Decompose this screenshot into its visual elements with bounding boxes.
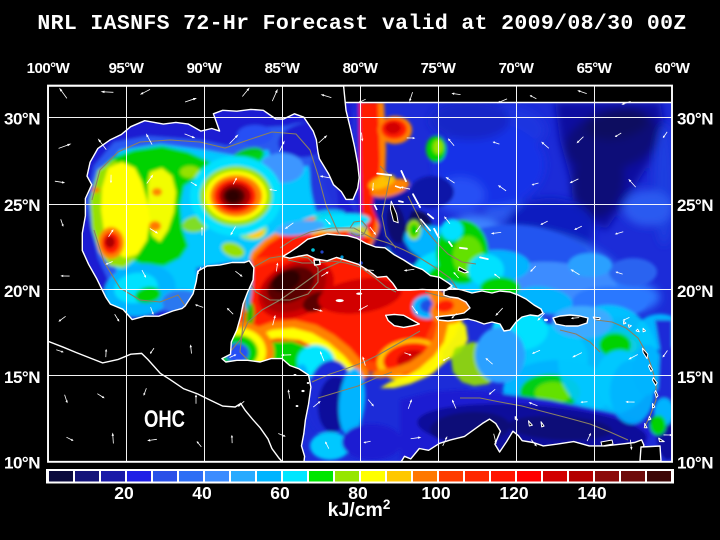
- svg-text:70°W: 70°W: [499, 60, 535, 77]
- svg-text:30°N: 30°N: [4, 110, 40, 129]
- svg-text:80°W: 80°W: [343, 60, 379, 77]
- svg-text:15°N: 15°N: [4, 368, 40, 387]
- svg-text:90°W: 90°W: [187, 60, 223, 77]
- svg-text:100°W: 100°W: [27, 60, 71, 77]
- svg-text:30°N: 30°N: [677, 110, 713, 129]
- svg-text:15°N: 15°N: [677, 368, 713, 387]
- svg-text:OHC: OHC: [144, 406, 185, 433]
- svg-text:10°N: 10°N: [4, 454, 40, 473]
- svg-text:20°N: 20°N: [677, 282, 713, 301]
- svg-text:75°W: 75°W: [421, 60, 457, 77]
- svg-text:20°N: 20°N: [4, 282, 40, 301]
- svg-text:100: 100: [421, 483, 450, 503]
- svg-text:20: 20: [114, 483, 134, 503]
- svg-text:NRL IASNFS 72-Hr Forecast val: NRL IASNFS 72-Hr Forecast valid at 2009/…: [37, 12, 686, 36]
- svg-text:95°W: 95°W: [109, 60, 145, 77]
- svg-text:65°W: 65°W: [577, 60, 613, 77]
- svg-text:25°N: 25°N: [677, 196, 713, 215]
- svg-text:40: 40: [192, 483, 212, 503]
- svg-text:25°N: 25°N: [4, 196, 40, 215]
- svg-text:140: 140: [577, 483, 606, 503]
- svg-text:kJ/cm2: kJ/cm2: [328, 497, 391, 521]
- svg-text:10°N: 10°N: [677, 454, 713, 473]
- svg-text:120: 120: [499, 483, 528, 503]
- svg-text:60: 60: [270, 483, 290, 503]
- svg-text:60°W: 60°W: [655, 60, 691, 77]
- svg-text:85°W: 85°W: [265, 60, 301, 77]
- svg-text:80: 80: [348, 483, 368, 503]
